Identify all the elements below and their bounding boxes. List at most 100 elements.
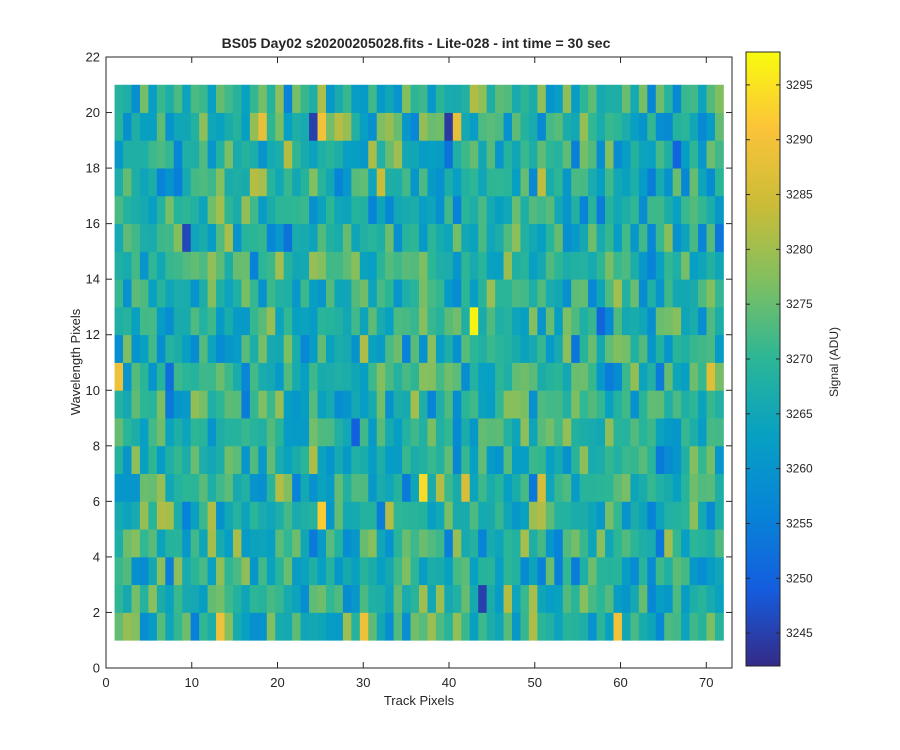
- heatmap-cell: [300, 556, 310, 586]
- heatmap-cell: [402, 556, 411, 586]
- heatmap-cell: [309, 584, 318, 613]
- heatmap-cell: [342, 112, 352, 141]
- heatmap-cell: [309, 84, 318, 113]
- heatmap-cell: [419, 445, 428, 474]
- heatmap-cell: [300, 140, 310, 169]
- heatmap-cell: [469, 390, 479, 419]
- heatmap-cell: [452, 473, 462, 502]
- heatmap-cell: [461, 84, 471, 113]
- heatmap-cell: [444, 418, 454, 447]
- heatmap-cell: [419, 306, 428, 336]
- heatmap-cell: [689, 556, 699, 586]
- heatmap-cell: [139, 140, 149, 169]
- heatmap-cell: [419, 251, 428, 280]
- heatmap-cell: [562, 195, 572, 225]
- heatmap-cell: [444, 556, 454, 586]
- heatmap-cell: [630, 445, 640, 474]
- heatmap-cell: [199, 223, 208, 252]
- heatmap-cell: [376, 279, 386, 308]
- heatmap-cell: [461, 390, 471, 419]
- heatmap-cell: [148, 334, 158, 363]
- heatmap-cell: [537, 556, 547, 586]
- heatmap-cell: [435, 445, 445, 474]
- heatmap-cell: [537, 195, 547, 225]
- heatmap-cell: [698, 195, 707, 225]
- heatmap-cell: [292, 501, 302, 530]
- heatmap-cell: [300, 473, 310, 502]
- heatmap-cell: [114, 279, 124, 308]
- heatmap-cell: [596, 418, 606, 447]
- heatmap-cell: [638, 251, 648, 280]
- heatmap-cell: [292, 529, 302, 558]
- heatmap-cell: [613, 501, 623, 530]
- heatmap-cell: [495, 501, 504, 530]
- heatmap-cell: [672, 418, 682, 447]
- heatmap-cell: [317, 195, 327, 225]
- heatmap-cell: [461, 473, 471, 502]
- y-tick-label: 14: [86, 272, 100, 287]
- heatmap-cell: [486, 501, 496, 530]
- heatmap-cell: [537, 112, 547, 141]
- heatmap-cell: [325, 584, 335, 613]
- heatmap-cell: [689, 529, 699, 558]
- heatmap-cell: [258, 418, 268, 447]
- heatmap-cell: [495, 473, 504, 502]
- heatmap-cell: [427, 306, 437, 336]
- heatmap-cell: [706, 390, 716, 419]
- heatmap-cell: [241, 223, 251, 252]
- heatmap-cell: [342, 556, 352, 586]
- heatmap-cell: [545, 612, 555, 641]
- heatmap-cell: [309, 334, 318, 363]
- heatmap-cell: [681, 390, 690, 419]
- heatmap-cell: [258, 556, 268, 586]
- heatmap-cell: [452, 334, 462, 363]
- heatmap-cell: [275, 473, 285, 502]
- heatmap-cell: [114, 445, 124, 474]
- heatmap-cell: [351, 279, 361, 308]
- heatmap-cell: [368, 112, 378, 141]
- heatmap-cell: [419, 223, 428, 252]
- heatmap-cell: [469, 473, 479, 502]
- heatmap-cell: [232, 306, 242, 336]
- heatmap-cell: [571, 279, 581, 308]
- heatmap-cell: [385, 251, 395, 280]
- heatmap-cell: [275, 140, 285, 169]
- heatmap-cell: [182, 612, 192, 641]
- heatmap-cell: [351, 556, 361, 586]
- heatmap-cell: [435, 84, 445, 113]
- heatmap-cell: [588, 168, 597, 197]
- heatmap-cell: [714, 306, 724, 336]
- heatmap-cell: [664, 334, 674, 363]
- heatmap-cell: [630, 251, 640, 280]
- heatmap-cell: [478, 556, 488, 586]
- heatmap-cell: [309, 529, 318, 558]
- heatmap-cell: [520, 168, 530, 197]
- heatmap-cell: [596, 445, 606, 474]
- heatmap-cell: [562, 445, 572, 474]
- heatmap-cell: [402, 168, 411, 197]
- heatmap-cell: [571, 501, 581, 530]
- heatmap-cell: [638, 473, 648, 502]
- heatmap-cell: [435, 112, 445, 141]
- y-tick-label: 2: [93, 605, 100, 620]
- heatmap-cell: [528, 195, 538, 225]
- heatmap-cell: [452, 445, 462, 474]
- heatmap-cell: [393, 584, 403, 613]
- heatmap-cell: [258, 223, 268, 252]
- heatmap-cell: [317, 279, 327, 308]
- colorbar-tick-label: 3280: [786, 242, 813, 256]
- heatmap-cell: [630, 362, 640, 391]
- heatmap-cell: [393, 251, 403, 280]
- heatmap-cell: [207, 445, 217, 474]
- heatmap-cell: [698, 445, 707, 474]
- heatmap-cell: [512, 390, 521, 419]
- heatmap-cell: [216, 84, 225, 113]
- heatmap-cell: [554, 418, 564, 447]
- heatmap-cell: [241, 251, 251, 280]
- heatmap-cell: [630, 195, 640, 225]
- heatmap-cell: [199, 584, 208, 613]
- heatmap-cell: [275, 612, 285, 641]
- heatmap-cell: [241, 112, 251, 141]
- heatmap-cell: [393, 529, 403, 558]
- heatmap-cell: [275, 195, 285, 225]
